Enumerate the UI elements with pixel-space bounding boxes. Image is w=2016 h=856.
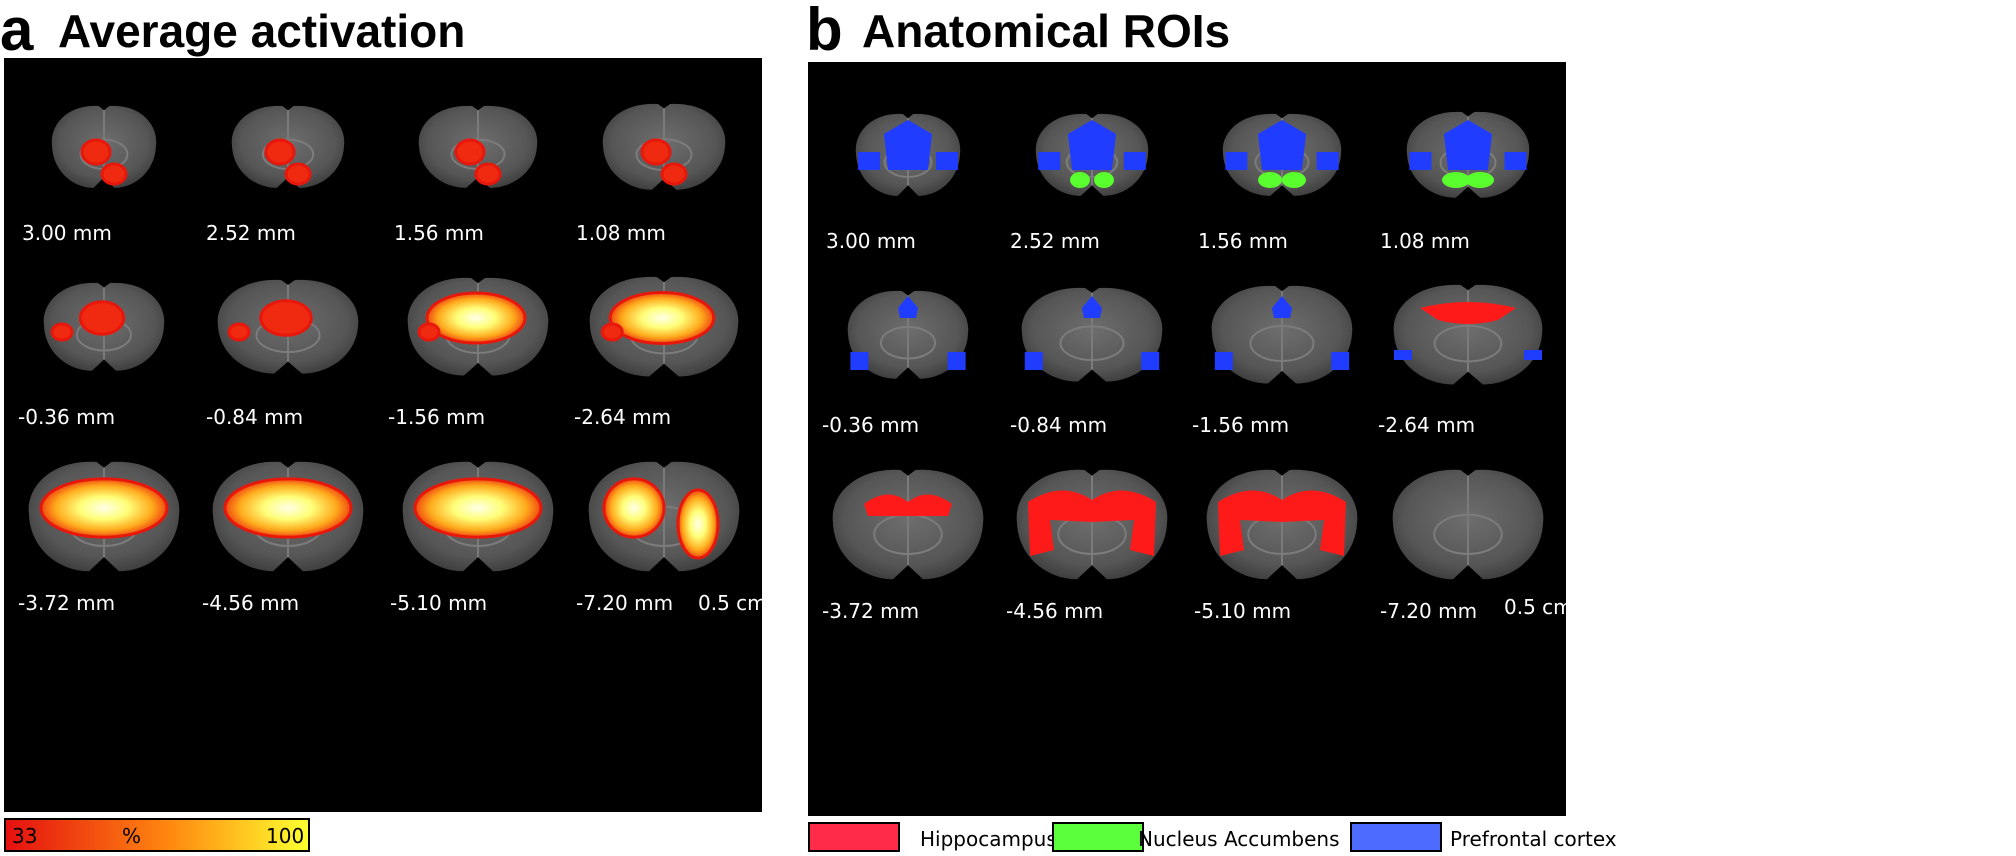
panel-b-slice-label-6: -0.84 mm (1010, 413, 1108, 437)
panel-a-slice-label-6: -0.84 mm (206, 405, 304, 429)
activation-blob-a-7 (425, 291, 527, 345)
colorbar-max-label: 100 (266, 824, 305, 848)
activation-blob-a-4-2 (660, 162, 688, 186)
panel-a-letter: a (0, 0, 34, 63)
roi-overlay-b-3 (1225, 120, 1339, 188)
activation-blob-a-7-2 (417, 322, 441, 342)
roi-overlay-b-1 (858, 120, 958, 170)
prefrontal-cortex-label: Prefrontal cortex (1450, 827, 1617, 851)
colorbar-unit-label: % (122, 824, 142, 848)
colorbar-min-label: 33 (12, 824, 38, 848)
roi-overlay-b-2 (1038, 120, 1146, 188)
roi-overlay-b-10 (1028, 490, 1156, 556)
panel-a-image: 0.5 cm 3.00 mm 2.52 mm 1.56 mm 1.08 mm -0.36… (4, 58, 767, 812)
roi-overlay-b-4 (1409, 120, 1527, 188)
panel-a-slice-label-10: -4.56 mm (202, 591, 300, 615)
roi-overlay-b-8 (1394, 302, 1542, 360)
roi-overlay-b-6 (1024, 296, 1160, 370)
activation-blob-a-5 (78, 300, 126, 336)
hippocampus-label: Hippocampus (920, 827, 1057, 851)
panel-b-slice-label-5: -0.36 mm (822, 413, 920, 437)
roi-overlay-b-11 (1218, 490, 1346, 556)
panel-b-slice-label-11: -5.10 mm (1194, 599, 1292, 623)
panel-b-slice-label-12: -7.20 mm (1380, 599, 1478, 623)
activation-blob-a-10 (223, 477, 353, 539)
panel-a-slice-label-7: -1.56 mm (388, 405, 486, 429)
panel-b-slice-label-3: 1.56 mm (1198, 229, 1288, 253)
panel-a-slice-label-9: -3.72 mm (18, 591, 116, 615)
panel-a-slice-label-12: -7.20 mm (576, 591, 674, 615)
panel-a-slice-label-2: 2.52 mm (206, 221, 296, 245)
activation-blob-a-11 (413, 477, 543, 539)
activation-blob-a-5-2 (50, 322, 74, 342)
activation-colorbar: 33 % 100 (4, 818, 310, 852)
panel-b-slice-label-8: -2.64 mm (1378, 413, 1476, 437)
panel-a-slice-label-5: -0.36 mm (18, 405, 116, 429)
prefrontal-cortex-swatch (1350, 822, 1442, 852)
activation-blob-a-1-2 (100, 162, 128, 186)
panel-b-slice-label-9: -3.72 mm (822, 599, 920, 623)
panel-a-title: Average activation (58, 5, 466, 57)
panel-a-slice-label-8: -2.64 mm (574, 405, 672, 429)
activation-blob-a-8 (608, 291, 716, 345)
brain-slice-b-9 (832, 469, 984, 580)
hippocampus-swatch (808, 822, 900, 852)
panel-b-image: 0.5 cm 3.00 mm 2.52 mm 1.56 mm 1.08 mm -0.36… (808, 62, 1573, 816)
roi-overlay-b-7 (1214, 296, 1350, 370)
panel-a-brain-slices (28, 103, 740, 572)
panel-a-slice-label-1: 3.00 mm (22, 221, 112, 245)
activation-blob-a-6-2 (227, 322, 251, 342)
activation-blob-a-9 (39, 477, 169, 539)
panel-b-title: Anatomical ROIs (862, 5, 1231, 57)
activation-blob-a-3 (454, 138, 486, 166)
roi-overlay-b-9 (864, 494, 952, 516)
panel-b-slice-label-7: -1.56 mm (1192, 413, 1290, 437)
panel-b-slice-label-1: 3.00 mm (826, 229, 916, 253)
activation-blob-a-8-2 (600, 322, 624, 342)
nucleus-accumbens-swatch (1052, 822, 1144, 852)
nucleus-accumbens-label: Nucleus Accumbens (1138, 827, 1340, 851)
roi-overlay-b-5 (850, 296, 966, 370)
panel-b-scale-bar-label: 0.5 cm (1504, 595, 1573, 619)
activation-blob-a-12 (602, 477, 666, 539)
activation-blob-a-2 (264, 138, 296, 166)
brain-slice-b-8 (1393, 284, 1543, 385)
panel-b-letter: b (806, 0, 843, 63)
panel-b-slice-label-10: -4.56 mm (1006, 599, 1104, 623)
panel-b-brain-slices (832, 111, 1544, 580)
panel-a-scale-bar-label: 0.5 cm (698, 591, 767, 615)
panel-a-slice-label-4: 1.08 mm (576, 221, 666, 245)
panel-a-slice-label-3: 1.56 mm (394, 221, 484, 245)
activation-blob-a-6 (259, 299, 313, 337)
activation-blob-a-12-2 (676, 488, 720, 560)
activation-blob-a-4 (640, 138, 672, 166)
panel-b-slice-label-2: 2.52 mm (1010, 229, 1100, 253)
activation-blob-a-3-2 (474, 162, 502, 186)
panel-a-slice-label-11: -5.10 mm (390, 591, 488, 615)
activation-blob-a-2-2 (284, 162, 312, 186)
panel-b-slice-label-4: 1.08 mm (1380, 229, 1470, 253)
activation-blob-a-1 (80, 138, 112, 166)
brain-slice-b-12 (1392, 469, 1544, 580)
